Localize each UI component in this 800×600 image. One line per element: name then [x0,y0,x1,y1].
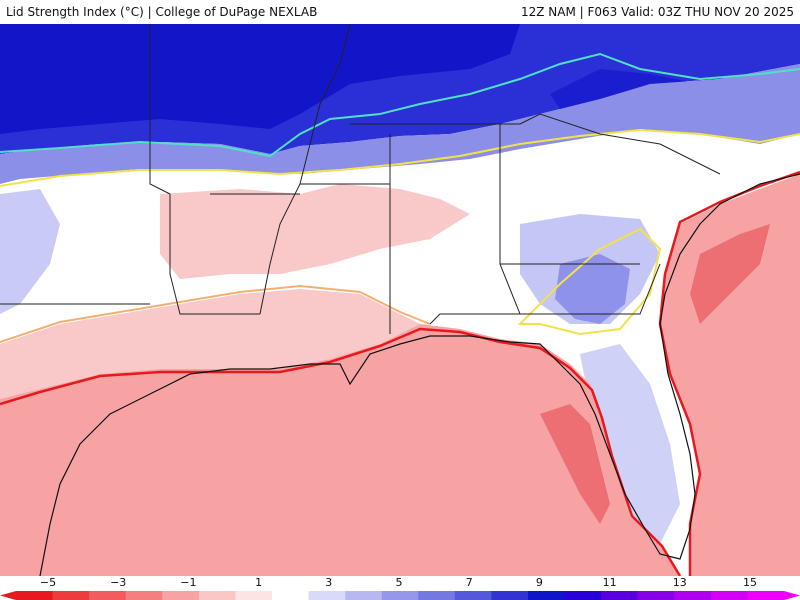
state-borders [0,24,721,334]
colorbar-bin [125,591,163,600]
lid-strength-map [0,24,800,576]
colorbar-bin [89,591,127,600]
colorbar-bin [52,591,90,600]
colorbar-bin [601,591,639,600]
colorbar-left-arrow [0,591,16,600]
colorbar-bin [528,591,566,600]
atlantic-hot-band [690,224,770,324]
colorbar-tick-label: 3 [325,576,333,589]
red-contour-gulf [0,327,682,576]
colorbar-tick-label: 15 [743,576,757,589]
colorbar-bin [674,591,712,600]
gulf-hot-pocket [540,404,610,524]
colorbar-tick-label: −1 [180,576,197,589]
colorbar-bin [162,591,200,600]
colorbar-bin [710,591,748,600]
map-header: Lid Strength Index (°C) | College of DuP… [0,0,800,24]
colorbar-bin [308,591,346,600]
weak-lid-florida [580,344,680,544]
coastline [39,173,800,576]
colorbar-tick-label: 1 [255,576,263,589]
colorbar-bin [345,591,383,600]
colorbar-bin [16,591,54,600]
colorbar-right-arrow [784,591,800,600]
colorbar: −5 −3 −1 1 3 5 7 9 11 13 15 [0,576,800,600]
colorbar-bin [198,591,236,600]
colorbar-bin [637,591,675,600]
weak-negative-land-band [160,184,470,279]
colorbar-bin [747,591,785,600]
yellow-contour-southeast [517,227,662,336]
very-strong-lid-core [0,24,520,134]
colorbar-tick-label: 9 [535,576,543,589]
colorbar-tick-label: −5 [39,576,57,589]
cyan-contour [0,52,800,158]
colorbar-bin [272,591,310,600]
colorbar-bin [454,591,492,600]
colorbar-tick-label: 11 [602,576,617,589]
orange-contour [0,284,431,343]
colorbar-tick-label: 5 [395,576,403,589]
colorbar-strip [0,591,800,600]
yellow-contour [0,128,800,187]
model-run-info: 12Z NAM | F063 Valid: 03Z THU NOV 20 202… [520,5,794,19]
colorbar-tick-label: −3 [110,576,127,589]
colorbar-bin [418,591,456,600]
map-title: Lid Strength Index (°C) | College of DuP… [6,5,318,19]
gulf-of-mexico [0,324,680,576]
colorbar-bin [564,591,602,600]
colorbar-bin [235,591,273,600]
moderate-lid-band [0,64,800,184]
colorbar-tick-label: 13 [672,576,687,589]
colorbar-bin [491,591,529,600]
weak-lid-west [0,189,60,314]
colorbar-bin [381,591,419,600]
weak-negative-coastal-band [0,289,420,399]
colorbar-tick-label: 7 [465,576,473,589]
